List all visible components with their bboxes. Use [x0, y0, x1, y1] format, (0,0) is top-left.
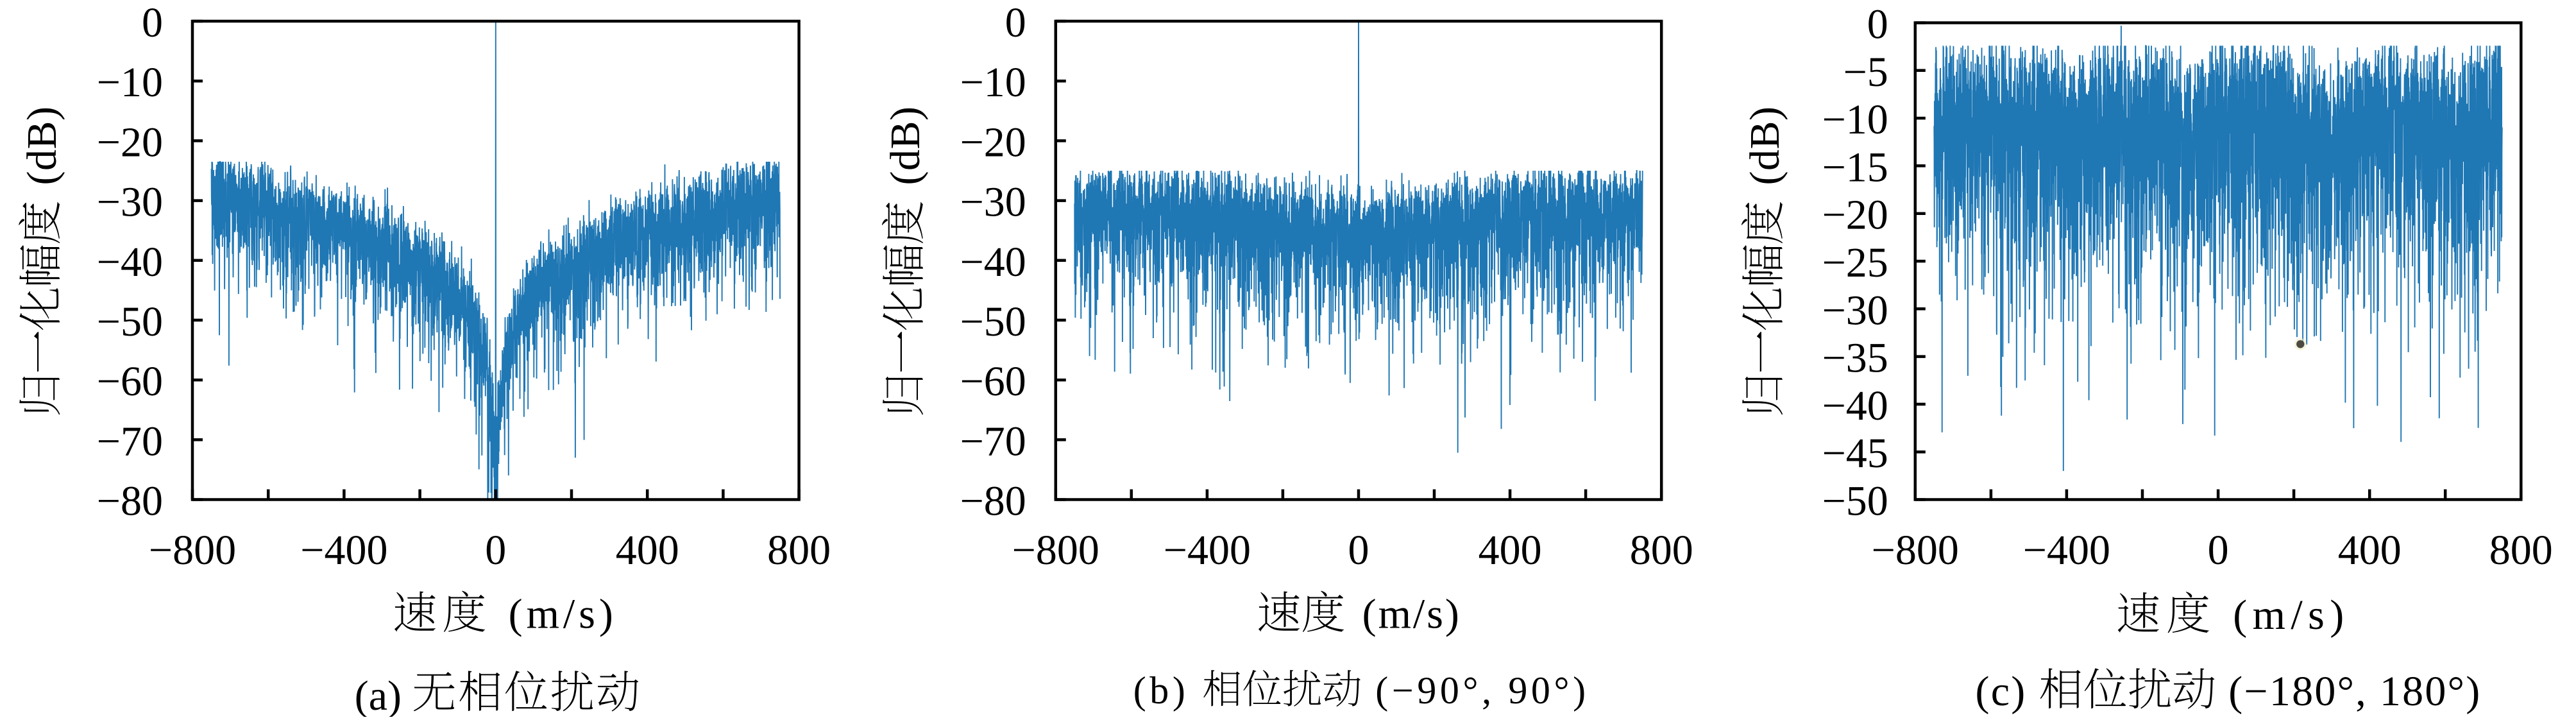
svg-text:−20: −20: [960, 119, 1026, 166]
svg-text:0: 0: [1867, 1, 1888, 48]
svg-text:−20: −20: [1822, 192, 1888, 239]
svg-text:−5: −5: [1843, 49, 1888, 96]
svg-text:0: 0: [142, 0, 163, 46]
svg-text:−60: −60: [960, 358, 1026, 405]
svg-text:0: 0: [485, 527, 506, 574]
svg-text:400: 400: [2338, 527, 2402, 574]
svg-text:(b): (b): [1133, 669, 1189, 712]
svg-text:−800: −800: [149, 527, 236, 574]
svg-text:(dB): (dB): [19, 107, 65, 185]
svg-text:−800: −800: [1012, 527, 1099, 574]
svg-text:−30: −30: [97, 179, 163, 226]
svg-text:−800: −800: [1872, 527, 1959, 574]
svg-text:(c): (c): [1976, 668, 2027, 715]
svg-text:−60: −60: [97, 358, 163, 405]
svg-text:0: 0: [1348, 527, 1369, 574]
svg-text:(m/s): (m/s): [2233, 592, 2349, 639]
svg-text:−30: −30: [1822, 287, 1888, 334]
svg-text:−20: −20: [97, 119, 163, 166]
svg-text:(m/s): (m/s): [509, 591, 617, 638]
svg-text:−40: −40: [97, 239, 163, 286]
svg-text:−400: −400: [1164, 527, 1251, 574]
svg-text:−10: −10: [960, 59, 1026, 106]
svg-text:−50: −50: [97, 298, 163, 345]
svg-text:(dB): (dB): [1741, 107, 1788, 185]
svg-text:(dB): (dB): [882, 107, 929, 185]
svg-text:800: 800: [2489, 527, 2553, 574]
svg-text:−30: −30: [960, 179, 1026, 226]
svg-text:(−180°, 180°): (−180°, 180°): [2228, 668, 2481, 715]
svg-text:−400: −400: [300, 527, 387, 574]
svg-text:0: 0: [1005, 0, 1026, 46]
svg-text:−35: −35: [1822, 335, 1888, 382]
svg-text:400: 400: [1479, 527, 1542, 574]
svg-text:−45: −45: [1822, 430, 1888, 477]
svg-text:800: 800: [767, 527, 831, 574]
svg-text:−80: −80: [960, 478, 1026, 525]
svg-text:−10: −10: [1822, 96, 1888, 143]
svg-text:−15: −15: [1822, 144, 1888, 191]
svg-text:−40: −40: [960, 239, 1026, 286]
svg-text:−50: −50: [960, 298, 1026, 345]
svg-text:−50: −50: [1822, 478, 1888, 525]
svg-text:−70: −70: [960, 418, 1026, 465]
svg-text:(−90°, 90°): (−90°, 90°): [1375, 669, 1589, 712]
svg-text:−10: −10: [97, 59, 163, 106]
svg-text:−40: −40: [1822, 382, 1888, 429]
svg-text:800: 800: [1630, 527, 1693, 574]
svg-text:−70: −70: [97, 418, 163, 465]
svg-text:−80: −80: [97, 478, 163, 525]
svg-text:0: 0: [2208, 527, 2229, 574]
svg-text:−400: −400: [2023, 527, 2110, 574]
svg-text:(m/s): (m/s): [1362, 591, 1461, 638]
svg-text:400: 400: [616, 527, 679, 574]
svg-text:(a): (a): [355, 673, 402, 717]
svg-text:−25: −25: [1822, 239, 1888, 286]
